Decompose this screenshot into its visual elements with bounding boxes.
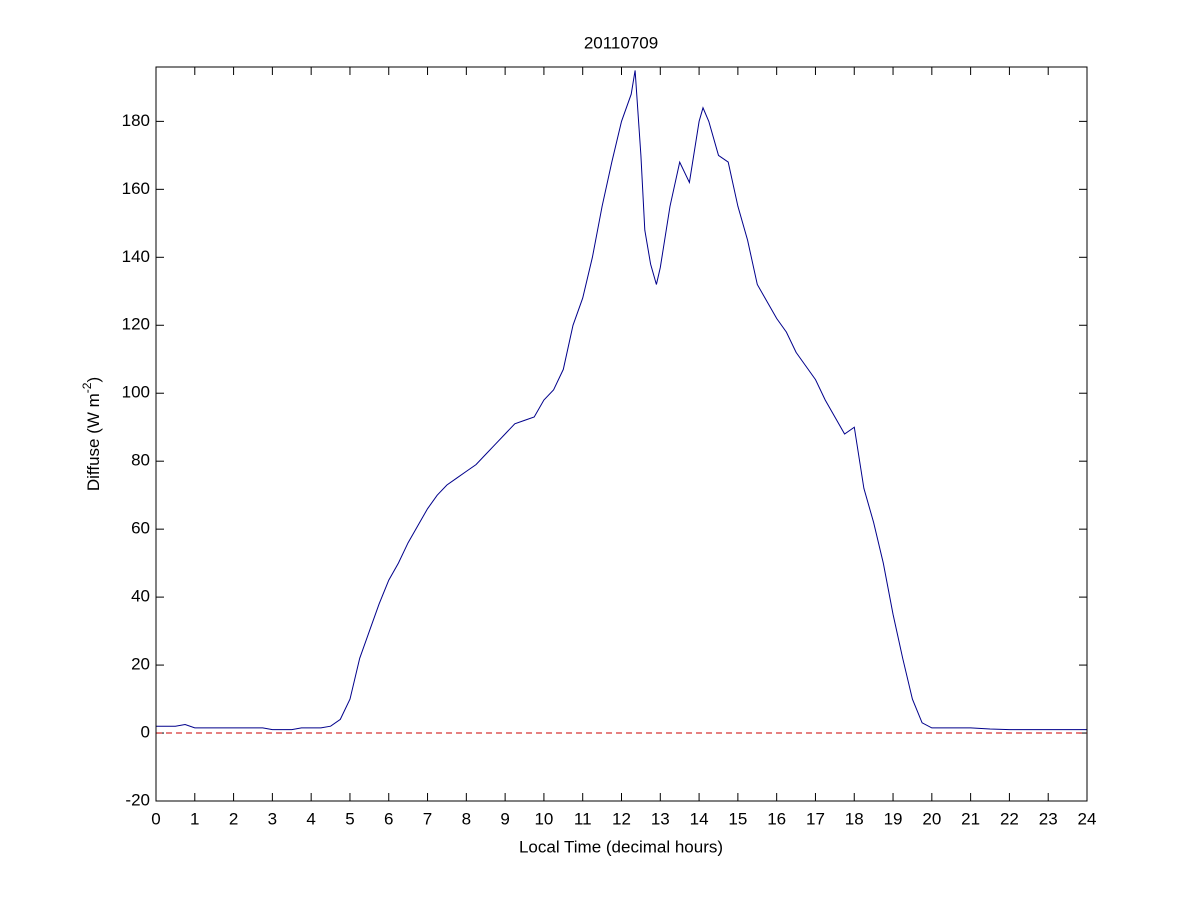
x-tick-label: 4	[306, 809, 315, 828]
chart-title: 20110709	[584, 33, 658, 52]
y-label-sup: -2	[80, 382, 94, 393]
x-tick-label: 9	[500, 809, 509, 828]
y-tick-label: 160	[122, 179, 150, 198]
x-tick-label: 20	[922, 809, 941, 828]
x-tick-label: 3	[268, 809, 277, 828]
x-tick-label: 13	[651, 809, 670, 828]
x-tick-label: 5	[345, 809, 354, 828]
x-tick-label: 2	[229, 809, 238, 828]
y-label-suffix: )	[84, 377, 103, 383]
y-tick-label: 40	[131, 587, 150, 606]
y-tick-label: 180	[122, 111, 150, 130]
y-tick-label: 120	[122, 315, 150, 334]
x-tick-label: 10	[534, 809, 553, 828]
x-tick-label: 21	[961, 809, 980, 828]
y-tick-label: 80	[131, 451, 150, 470]
x-tick-label: 14	[690, 809, 709, 828]
x-tick-label: 6	[384, 809, 393, 828]
y-tick-label: 100	[122, 383, 150, 402]
plot-frame	[155, 66, 1088, 802]
x-axis-label: Local Time (decimal hours)	[519, 837, 723, 856]
x-tick-label: 19	[884, 809, 903, 828]
x-tick-label: 22	[1000, 809, 1019, 828]
x-tick-label: 15	[728, 809, 747, 828]
y-tick-label: 140	[122, 247, 150, 266]
x-tick-label: 0	[151, 809, 160, 828]
y-tick-label: 60	[131, 519, 150, 538]
x-tick-label: 7	[423, 809, 432, 828]
y-label-text: Diffuse (W m	[84, 393, 103, 491]
x-tick-label: 24	[1078, 809, 1097, 828]
y-axis-label: Diffuse (W m-2)	[80, 377, 103, 491]
x-tick-label: 17	[806, 809, 825, 828]
x-tick-label: 8	[462, 809, 471, 828]
x-tick-label: 23	[1039, 809, 1058, 828]
x-tick-label: 16	[767, 809, 786, 828]
data-line	[156, 70, 1087, 731]
y-tick-label: 0	[141, 723, 150, 742]
x-tick-label: 18	[845, 809, 864, 828]
x-tick-label: 1	[190, 809, 199, 828]
y-tick-label: -20	[125, 790, 150, 809]
y-tick-label: 20	[131, 655, 150, 674]
x-tick-label: 12	[612, 809, 631, 828]
x-tick-label: 11	[574, 809, 592, 828]
